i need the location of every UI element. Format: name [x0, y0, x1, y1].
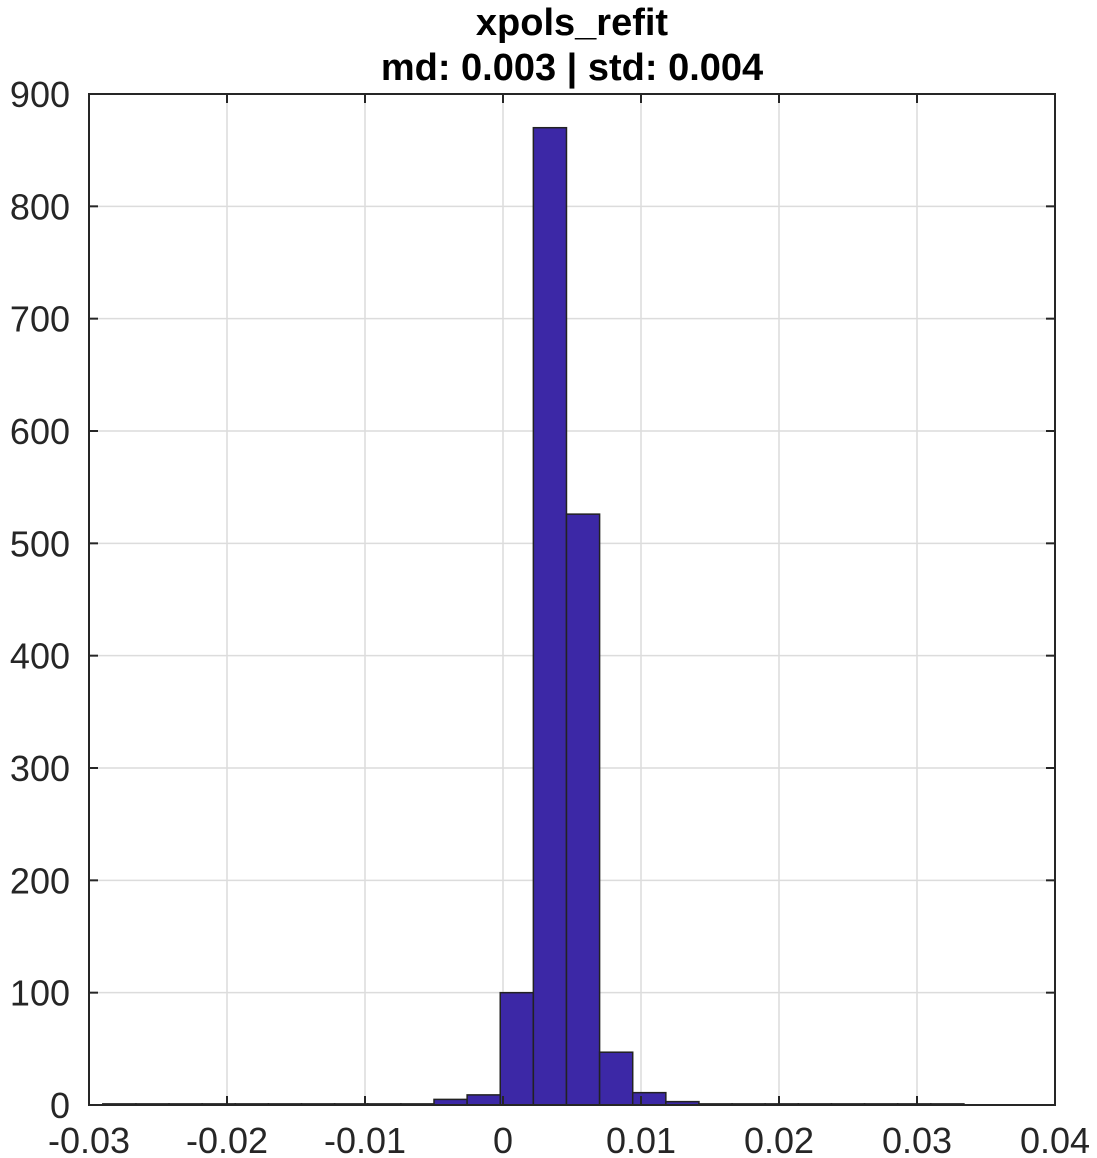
x-tick-label: 0 — [493, 1120, 513, 1158]
y-tick-label: 600 — [10, 411, 70, 452]
x-tick-label: 0.03 — [882, 1120, 952, 1158]
x-tick-labels: -0.03 -0.02 -0.01 0 0.01 0.02 0.03 0.04 — [48, 1120, 1090, 1158]
y-tick-label: 500 — [10, 523, 70, 564]
histogram-bar — [631, 1091, 667, 1106]
y-tick-label: 400 — [10, 636, 70, 677]
x-tick-label: 0.01 — [606, 1120, 676, 1158]
x-tick-label: 0.04 — [1020, 1120, 1090, 1158]
x-tick-label: -0.02 — [186, 1120, 268, 1158]
chart-title: xpols_refit — [476, 2, 669, 44]
y-tick-label: 200 — [10, 860, 70, 901]
chart-subtitle: md: 0.003 | std: 0.004 — [381, 47, 763, 89]
y-tick-label: 900 — [10, 74, 70, 115]
y-tick-label: 800 — [10, 186, 70, 227]
histogram-bar — [598, 1051, 634, 1106]
histogram-bar — [565, 513, 601, 1106]
y-tick-labels: 0 100 200 300 400 500 600 700 800 900 — [10, 74, 70, 1126]
y-tick-label: 100 — [10, 973, 70, 1014]
x-tick-label: -0.03 — [48, 1120, 130, 1158]
y-tick-label: 700 — [10, 299, 70, 340]
x-tick-label: 0.02 — [744, 1120, 814, 1158]
x-tick-label: -0.01 — [324, 1120, 406, 1158]
histogram-bar — [532, 126, 568, 1106]
histogram-bar — [499, 991, 535, 1106]
plot-frame — [88, 93, 1056, 1106]
y-tick-label: 0 — [50, 1085, 70, 1126]
y-tick-label: 300 — [10, 748, 70, 789]
histogram-bar — [466, 1094, 501, 1106]
